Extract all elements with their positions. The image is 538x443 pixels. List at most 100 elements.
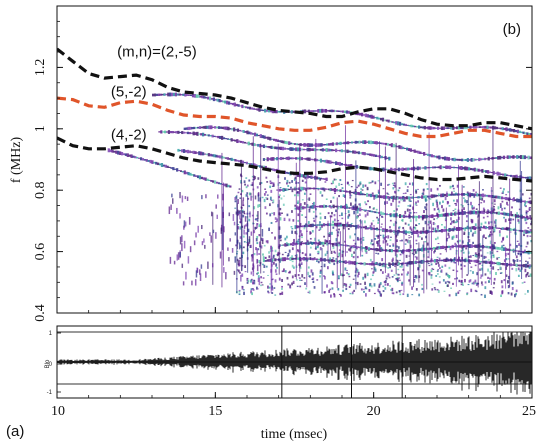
spectral-mark: [272, 157, 275, 161]
spectral-mark: [474, 281, 477, 285]
spectral-mark: [326, 143, 329, 146]
spectral-mark: [228, 257, 230, 262]
spectral-mark: [312, 257, 315, 261]
spectral-mark: [406, 208, 409, 212]
spectral-mark: [179, 170, 183, 172]
spectral-mark: [349, 207, 352, 209]
spectral-mark: [296, 225, 299, 229]
x-axis-ticks-top-panel: [56, 307, 533, 313]
spectral-mark: [239, 105, 242, 107]
spectral-mark: [509, 174, 513, 177]
spectral-mark: [336, 110, 339, 112]
spectral-mark: [400, 198, 402, 201]
spectral-mark: [332, 245, 335, 249]
spectral-mark: [309, 253, 312, 256]
spectral-mark: [389, 265, 391, 269]
spectral-mark: [246, 243, 249, 247]
spectral-mark: [152, 93, 155, 97]
spectral-mark: [351, 293, 354, 295]
spectral-mark: [427, 126, 430, 130]
spectral-mark: [520, 253, 522, 256]
spectral-mark: [437, 268, 440, 271]
spectral-mark: [483, 209, 486, 213]
spectral-mark: [430, 194, 433, 199]
spectral-mark: [503, 212, 506, 216]
spectral-mark: [408, 235, 411, 237]
spectral-mark: [429, 126, 432, 130]
spectral-mark: [415, 190, 418, 194]
spectral-mark: [376, 155, 380, 157]
spectral-mark: [221, 183, 224, 185]
spectral-mark: [305, 188, 308, 192]
spectral-mark: [422, 227, 425, 231]
spectral-mark: [438, 229, 442, 232]
spectral-mark: [423, 230, 426, 234]
spectral-mark: [497, 269, 500, 271]
x-tick-label: 20: [367, 404, 381, 419]
spectral-mark: [525, 245, 528, 248]
spectral-mark: [454, 228, 457, 231]
spectral-mark: [381, 216, 384, 218]
spectral-mark: [388, 156, 391, 161]
spectral-mark: [523, 155, 526, 160]
spectral-mark: [308, 275, 311, 277]
spectral-mark: [364, 140, 367, 145]
spectral-mark: [442, 193, 445, 198]
spectral-mark: [413, 279, 416, 281]
spectral-mark: [126, 153, 129, 157]
spectral-mark: [393, 274, 396, 276]
spectral-mark: [271, 246, 273, 250]
spectral-mark: [244, 271, 247, 273]
spectral-mark: [347, 141, 350, 145]
spectral-mark: [499, 203, 502, 206]
spectral-mark: [335, 142, 338, 146]
spectral-mark: [455, 292, 458, 297]
spectral-mark: [287, 252, 290, 256]
spectral-mark: [285, 156, 288, 160]
spectral-mark: [338, 241, 341, 245]
spectral-mark: [338, 228, 340, 231]
spectral-mark: [518, 155, 521, 159]
spectral-mark: [248, 205, 251, 208]
spectral-mark: [449, 247, 452, 251]
spectral-mark: [476, 193, 479, 197]
spectral-mark: [471, 233, 474, 237]
spectral-mark: [519, 155, 523, 160]
spectral-mark: [445, 238, 448, 242]
spectral-mark: [361, 189, 364, 191]
spectral-mark: [158, 163, 162, 166]
spectral-mark: [503, 279, 506, 282]
spectral-mark: [511, 267, 514, 270]
spectral-mark: [199, 273, 202, 282]
spectral-mark: [264, 108, 267, 113]
spectral-mark: [398, 145, 401, 149]
spectral-mark: [338, 206, 341, 208]
spectral-mark: [370, 239, 373, 243]
spectral-mark: [291, 157, 294, 160]
spectral-mark: [415, 212, 418, 214]
spectral-mark: [209, 232, 211, 236]
spectral-mark: [258, 234, 261, 237]
spectral-mark: [433, 215, 436, 217]
spectral-mark: [171, 198, 174, 204]
spectral-mark: [309, 256, 312, 261]
spectral-mark: [486, 252, 489, 254]
spectral-mark: [410, 216, 413, 218]
spectral-mark: [184, 132, 188, 134]
spectral-mark: [447, 245, 450, 248]
spectral-mark: [329, 259, 332, 262]
spectral-mark: [480, 267, 483, 271]
spectral-mark: [259, 182, 262, 186]
spectral-mark: [438, 201, 441, 205]
spectral-mark: [235, 244, 238, 247]
spectral-mark: [222, 137, 226, 140]
spectral-mark: [500, 196, 504, 200]
spectral-mark: [464, 193, 468, 196]
spectral-mark: [368, 114, 371, 118]
spectral-mark: [386, 283, 389, 286]
spectral-mark: [354, 261, 357, 266]
spectral-mark: [355, 248, 358, 250]
spectral-mark: [265, 197, 267, 199]
spectral-mark: [484, 294, 486, 299]
spectral-mark: [334, 205, 337, 208]
